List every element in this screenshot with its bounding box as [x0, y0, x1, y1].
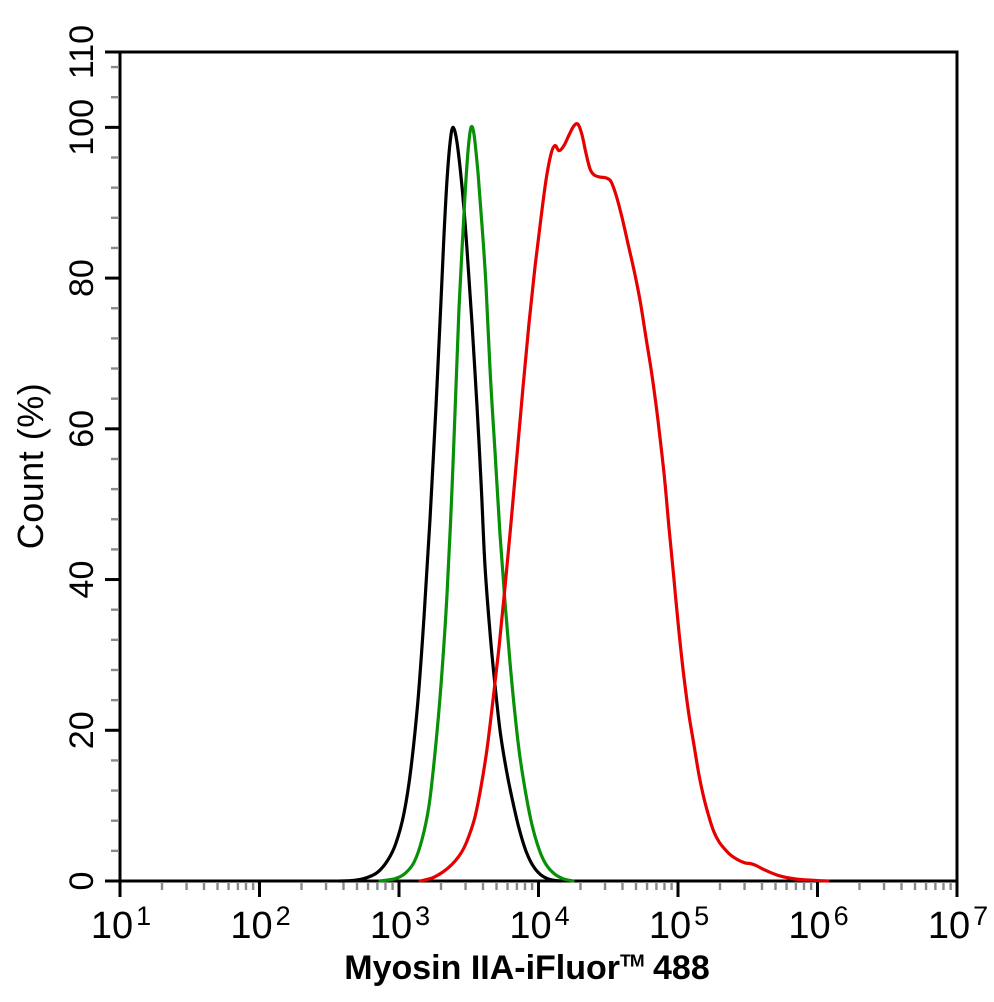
x-axis-title: Myosin IIA-iFluorTM 488 [344, 949, 709, 988]
x-axis-title-suffix: 488 [643, 949, 710, 987]
y-tick-label: 20 [63, 711, 101, 749]
black-curve [338, 125, 562, 883]
x-tick-label: 10 7 [928, 901, 988, 947]
x-tick-label: 10 2 [230, 901, 290, 947]
x-tick-label: 10 5 [649, 901, 709, 947]
y-tick-label: 110 [63, 25, 101, 79]
x-axis-title-text: Myosin IIA-iFluor [344, 949, 621, 987]
x-tick-label: 10 4 [509, 901, 569, 947]
x-tick-label: 10 3 [370, 901, 430, 947]
x-tick-label: 10 6 [788, 901, 848, 947]
y-tick-label: 40 [63, 561, 101, 599]
y-axis-title: Count (%) [10, 382, 51, 550]
trademark-symbol: TM [620, 950, 644, 971]
y-tick-label: 100 [63, 99, 101, 156]
green-curve [378, 124, 575, 883]
y-tick-label: 0 [63, 872, 101, 891]
red-curve [418, 122, 830, 883]
plot-border [118, 50, 959, 883]
y-tick-label: 60 [63, 410, 101, 448]
x-tick-label: 10 1 [91, 901, 151, 947]
y-tick-label: 80 [63, 259, 101, 297]
